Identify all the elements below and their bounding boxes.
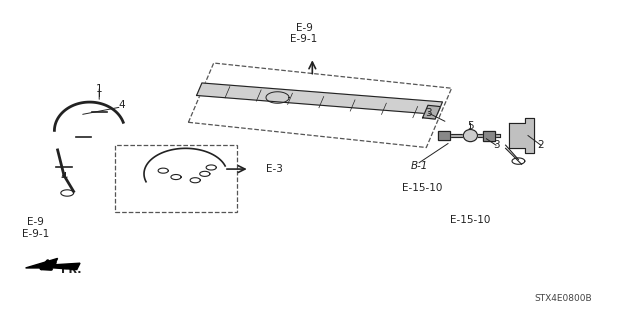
Text: 3: 3 bbox=[493, 140, 499, 150]
Polygon shape bbox=[509, 118, 534, 153]
Text: E-15-10: E-15-10 bbox=[402, 183, 443, 193]
Text: 5: 5 bbox=[467, 121, 474, 131]
Bar bbox=[438, 131, 450, 140]
Text: E-15-10: E-15-10 bbox=[450, 215, 491, 225]
Text: B-1: B-1 bbox=[410, 161, 428, 171]
Text: E-3: E-3 bbox=[266, 164, 282, 174]
Text: 2: 2 bbox=[538, 140, 544, 150]
Text: FR.: FR. bbox=[61, 264, 81, 275]
Bar bbox=[483, 131, 495, 141]
Text: E-9
E-9-1: E-9 E-9-1 bbox=[22, 217, 49, 239]
Text: 4: 4 bbox=[61, 172, 67, 182]
Text: 4: 4 bbox=[118, 100, 125, 110]
Ellipse shape bbox=[463, 130, 477, 142]
Text: 1: 1 bbox=[96, 84, 102, 94]
Bar bbox=[483, 131, 495, 141]
Text: 3: 3 bbox=[426, 108, 432, 118]
Polygon shape bbox=[422, 105, 440, 119]
Polygon shape bbox=[26, 258, 80, 270]
Text: STX4E0800B: STX4E0800B bbox=[534, 294, 592, 303]
Bar bbox=[438, 131, 450, 140]
Text: E-9
E-9-1: E-9 E-9-1 bbox=[291, 23, 317, 44]
Polygon shape bbox=[196, 83, 442, 115]
